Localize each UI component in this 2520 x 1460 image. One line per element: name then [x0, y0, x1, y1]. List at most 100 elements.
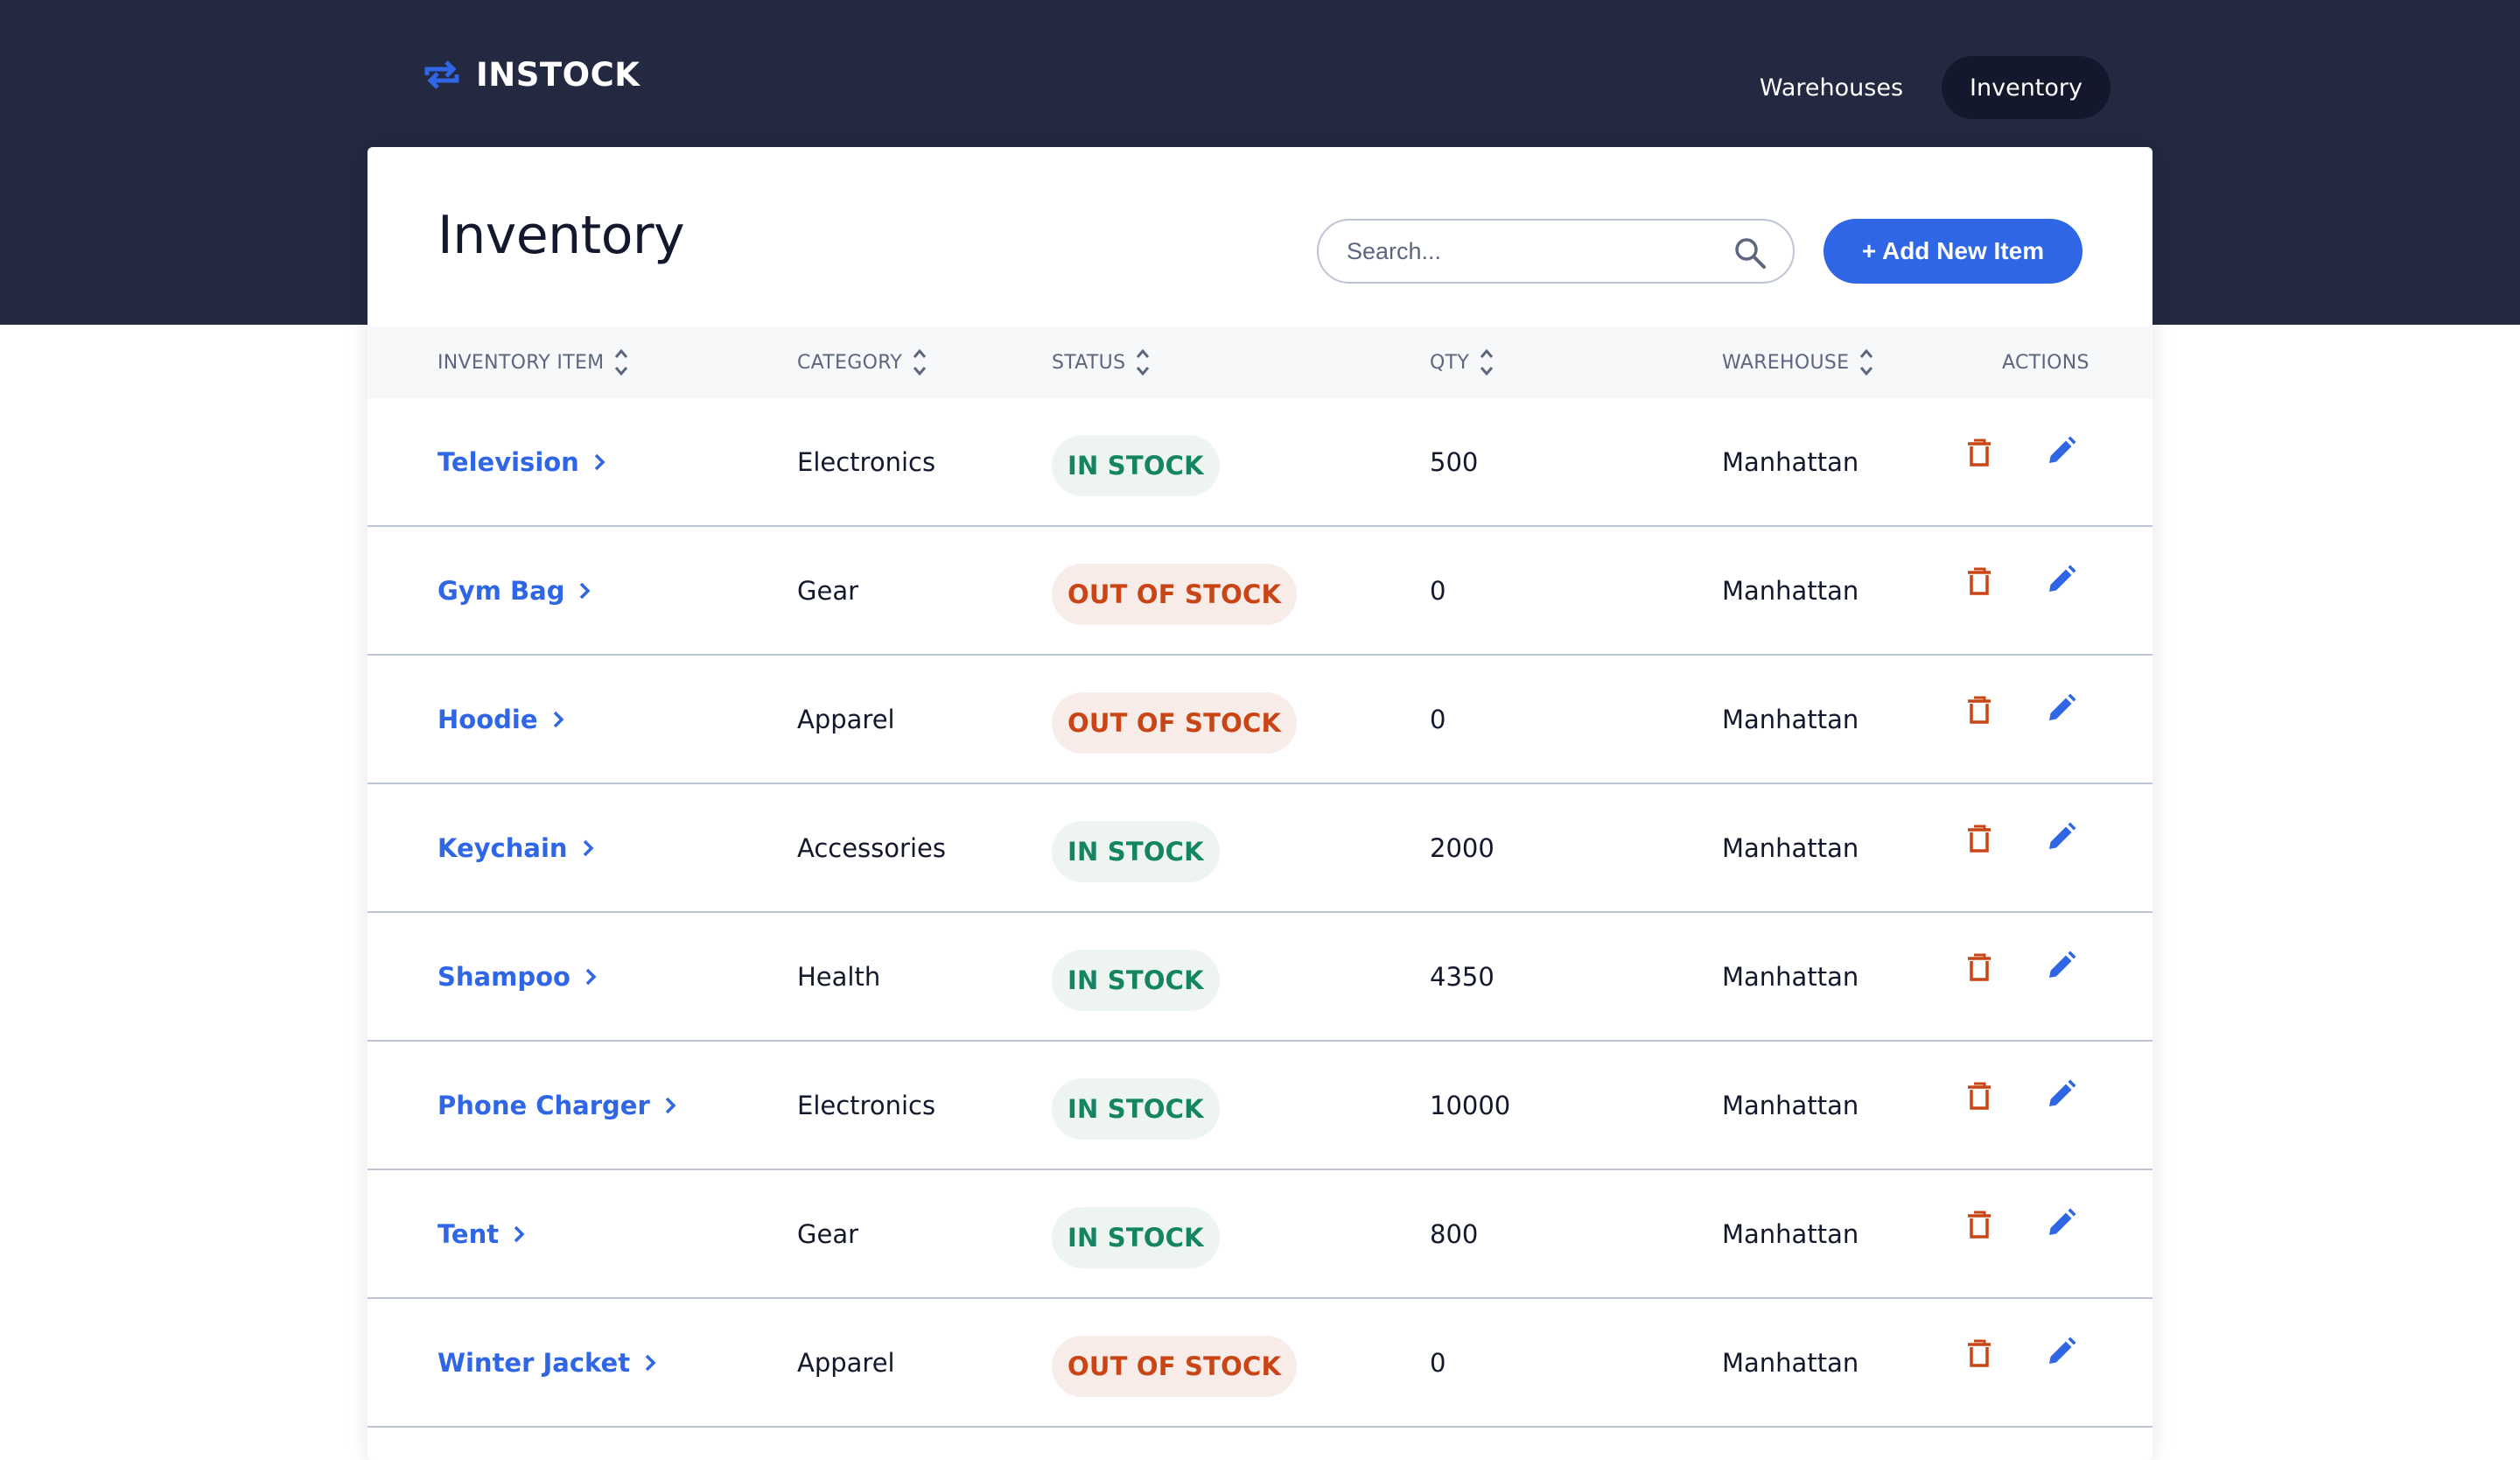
inventory-card: Inventory + Add New Item INVENTORY ITEM … [368, 147, 2152, 1460]
nav-warehouses[interactable]: Warehouses [1759, 74, 1904, 102]
column-header-inventory-item[interactable]: INVENTORY ITEM [438, 326, 630, 398]
column-label: QTY [1430, 351, 1470, 374]
pencil-icon[interactable] [2044, 1077, 2079, 1112]
cell-status: OUT OF STOCK [1052, 527, 1298, 654]
trash-icon[interactable] [1962, 692, 1997, 727]
column-header-qty[interactable]: QTY [1430, 326, 1495, 398]
pencil-icon[interactable] [2044, 948, 2079, 983]
trash-icon[interactable] [1962, 1078, 1997, 1113]
item-name: Gym Bag [438, 575, 565, 606]
item-name: Keychain [438, 832, 568, 863]
cell-inventory-item: Television [438, 398, 607, 525]
category-text: Accessories [797, 832, 946, 863]
sort-icon[interactable] [612, 347, 630, 378]
pencil-icon[interactable] [2044, 562, 2079, 597]
item-link[interactable]: Gym Bag [438, 576, 592, 606]
item-name: Hoodie [438, 704, 538, 734]
item-link[interactable]: Shampoo [438, 962, 598, 992]
qty-text: 10000 [1430, 1090, 1511, 1120]
trash-icon[interactable] [1962, 564, 1997, 599]
category-text: Gear [797, 575, 859, 606]
item-link[interactable]: Hoodie [438, 705, 566, 734]
chevron-right-icon [594, 453, 606, 470]
trash-icon[interactable] [1962, 435, 1997, 470]
pencil-icon[interactable] [2044, 433, 2079, 468]
cell-status: IN STOCK [1052, 398, 1220, 525]
main-nav: Warehouses Inventory [1732, 56, 2110, 119]
trash-icon[interactable] [1962, 1336, 1997, 1371]
cell-inventory-item: Winter Jacket [438, 1299, 658, 1426]
warehouse-text: Manhattan [1722, 832, 1859, 863]
trash-icon[interactable] [1962, 821, 1997, 856]
sort-icon[interactable] [911, 347, 928, 378]
add-new-item-button[interactable]: + Add New Item [1824, 219, 2082, 284]
item-link[interactable]: Tent [438, 1219, 527, 1249]
cell-category: Electronics [797, 398, 935, 525]
column-label: CATEGORY [797, 351, 903, 374]
cell-category: Electronics [797, 1042, 935, 1169]
qty-text: 0 [1430, 1347, 1446, 1378]
qty-text: 500 [1430, 446, 1479, 477]
status-badge: IN STOCK [1052, 820, 1220, 882]
cell-category: Gear [797, 527, 858, 654]
cell-warehouse: Manhattan [1722, 1042, 1858, 1169]
cell-status: IN STOCK [1052, 913, 1220, 1040]
cell-inventory-item: Tent [438, 1170, 527, 1297]
sort-icon[interactable] [1858, 347, 1875, 378]
column-label: INVENTORY ITEM [438, 351, 605, 374]
chevron-right-icon [645, 1354, 656, 1371]
category-text: Electronics [797, 1090, 936, 1120]
table-row: Phone Charger Electronics IN STOCK 10000… [368, 1042, 2152, 1170]
item-link[interactable]: Winter Jacket [438, 1348, 658, 1378]
status-badge: IN STOCK [1052, 1206, 1220, 1268]
column-label: WAREHOUSE [1722, 351, 1850, 374]
pencil-icon[interactable] [2044, 1205, 2079, 1240]
item-link[interactable]: Television [438, 447, 607, 477]
qty-text: 4350 [1430, 961, 1494, 992]
cell-warehouse: Manhattan [1722, 784, 1858, 911]
category-text: Apparel [797, 1347, 895, 1378]
status-badge: IN STOCK [1052, 1077, 1220, 1140]
qty-text: 2000 [1430, 832, 1494, 863]
search-icon[interactable] [1733, 236, 1767, 270]
pencil-icon[interactable] [2044, 691, 2079, 726]
pencil-icon[interactable] [2044, 1334, 2079, 1369]
column-header-category[interactable]: CATEGORY [797, 326, 928, 398]
warehouse-text: Manhattan [1722, 1218, 1859, 1249]
chevron-right-icon [580, 582, 591, 599]
pencil-icon[interactable] [2044, 819, 2079, 854]
sort-icon[interactable] [1134, 347, 1152, 378]
brand-logo[interactable]: INSTOCK [422, 54, 640, 95]
table-header: INVENTORY ITEM CATEGORY STATUS QTY [368, 326, 2152, 398]
trash-icon[interactable] [1962, 1207, 1997, 1242]
chevron-right-icon [665, 1097, 676, 1113]
column-header-actions: ACTIONS [2002, 326, 2090, 398]
table-row: Shampoo Health IN STOCK 4350 Manhattan [368, 913, 2152, 1042]
cell-inventory-item: Phone Charger [438, 1042, 678, 1169]
qty-text: 0 [1430, 704, 1446, 734]
cell-status: IN STOCK [1052, 784, 1220, 911]
column-header-warehouse[interactable]: WAREHOUSE [1722, 326, 1875, 398]
sort-icon[interactable] [1478, 347, 1495, 378]
nav-inventory[interactable]: Inventory [1942, 56, 2110, 119]
warehouse-text: Manhattan [1722, 961, 1859, 992]
trash-icon[interactable] [1962, 950, 1997, 985]
qty-text: 800 [1430, 1218, 1479, 1249]
warehouse-text: Manhattan [1722, 1347, 1859, 1378]
category-text: Apparel [797, 704, 895, 734]
cell-warehouse: Manhattan [1722, 1170, 1858, 1297]
search-input[interactable] [1319, 224, 1733, 278]
cell-status: OUT OF STOCK [1052, 656, 1298, 783]
warehouse-text: Manhattan [1722, 704, 1859, 734]
item-link[interactable]: Phone Charger [438, 1091, 678, 1120]
brand-name: INSTOCK [476, 55, 640, 94]
warehouse-text: Manhattan [1722, 446, 1859, 477]
status-badge: OUT OF STOCK [1052, 691, 1298, 754]
column-label: STATUS [1052, 351, 1126, 374]
column-header-status[interactable]: STATUS [1052, 326, 1152, 398]
status-badge: OUT OF STOCK [1052, 1335, 1298, 1397]
cell-qty: 10000 [1430, 1042, 1510, 1169]
item-link[interactable]: Keychain [438, 833, 596, 863]
category-text: Gear [797, 1218, 859, 1249]
table-row: Winter Jacket Apparel OUT OF STOCK 0 Man… [368, 1299, 2152, 1428]
